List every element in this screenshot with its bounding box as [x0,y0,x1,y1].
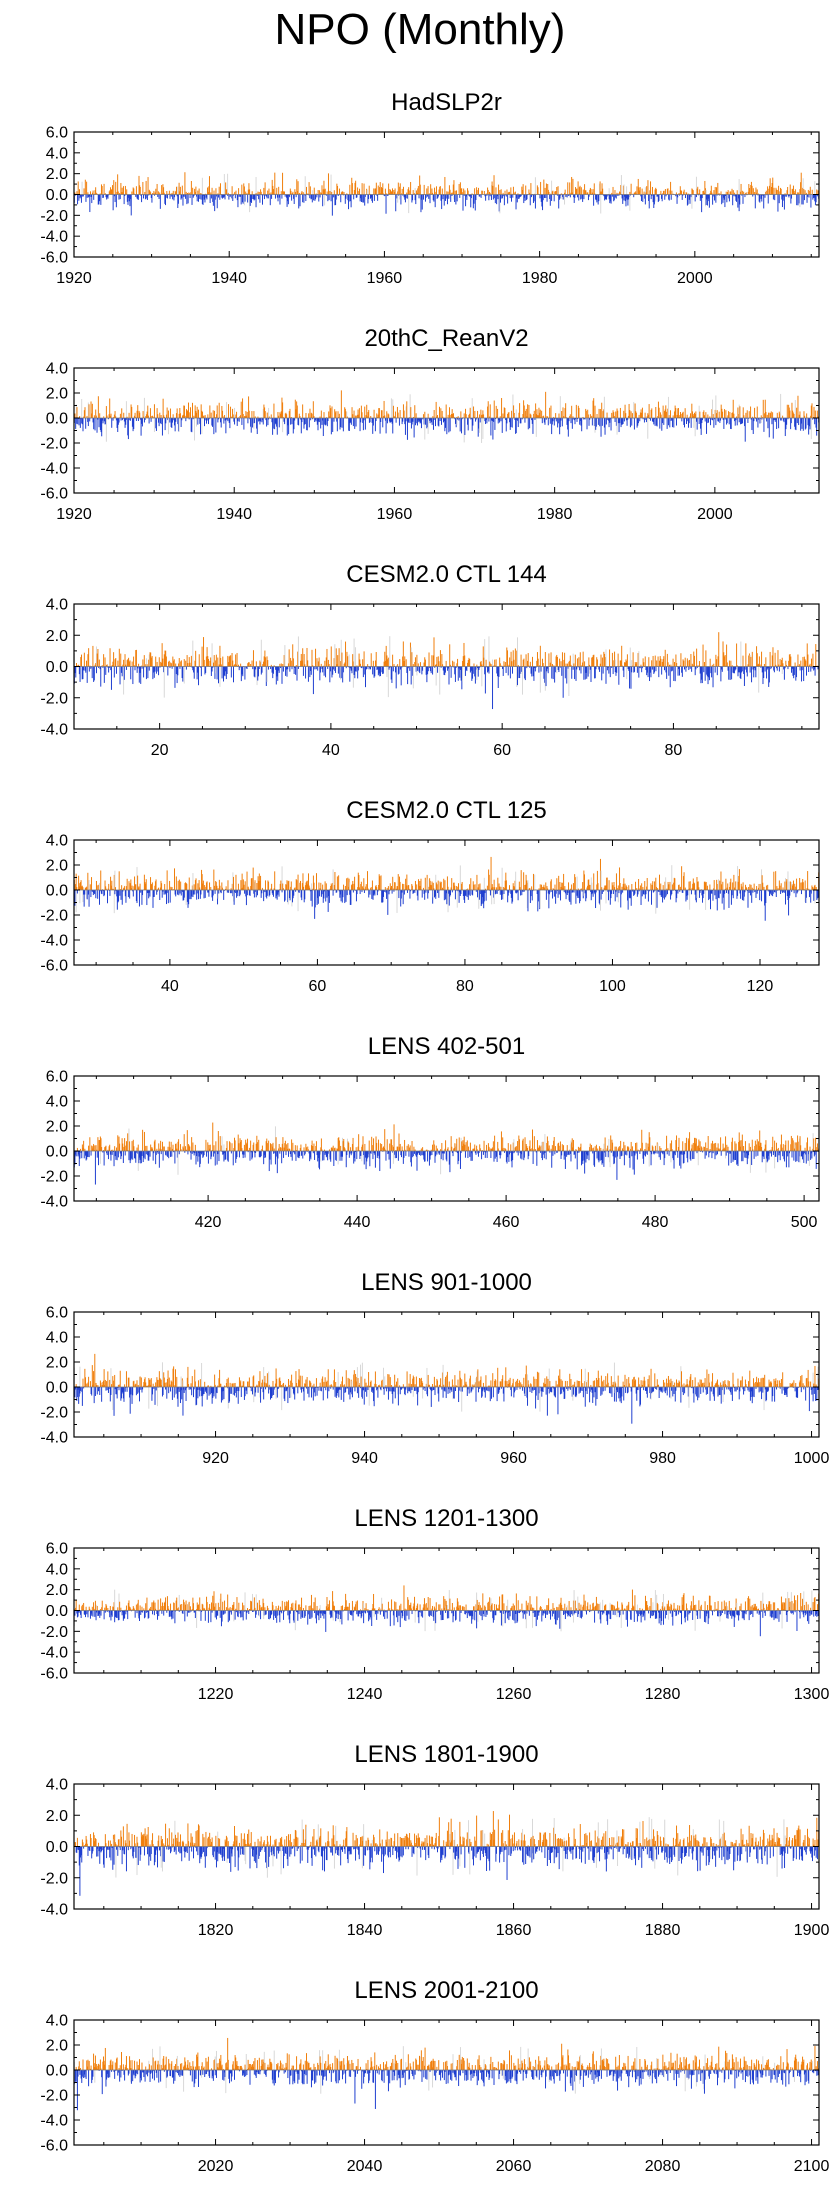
bars [73,632,820,710]
x-tick-label: 80 [665,742,683,759]
y-tick-label: -4.0 [40,461,68,478]
x-tick-label: 1920 [56,506,92,523]
panel-3: CESM2.0 CTL 144 4.0 2.0 0.0 -2.0 -4.0 20 40 60 80 [40,561,820,759]
panel-title: CESM2.0 CTL 144 [346,561,547,588]
y-tick-label: 4.0 [46,597,68,614]
x-tick-label: 1940 [216,506,252,523]
x-tick-label: 1980 [537,506,573,523]
y-tick-label: 2.0 [46,166,68,183]
y-tick-label: 2.0 [46,628,68,645]
y-tick-label: 0.0 [46,883,68,900]
bars [73,172,820,216]
y-tick-label: 2.0 [46,386,68,403]
y-tick-label: -2.0 [40,208,68,225]
x-tick-label: 60 [493,742,511,759]
y-tick-label: 4.0 [46,361,68,378]
y-tick-label: -2.0 [40,908,68,925]
panel-title: HadSLP2r [391,89,502,116]
y-tick-label: 4.0 [46,145,68,162]
y-tick-label: 0.0 [46,659,68,676]
y-tick-label: -2.0 [40,690,68,707]
panel-2: 20thC_ReanV2 4.0 2.0 0.0 -2.0 -4.0 -6.0 1920 194… [40,325,820,523]
panel-title: CESM2.0 CTL 125 [346,797,547,824]
panel-title: 20thC_ReanV2 [364,325,528,352]
y-tick-label: -6.0 [40,486,68,503]
bars [73,856,820,921]
y-tick-label: -6.0 [40,250,68,267]
y-tick-label: -4.0 [40,722,68,739]
x-tick-label: 2000 [677,270,713,287]
x-tick-label: 1940 [211,270,247,287]
figure-title: NPO (Monthly) [274,5,566,54]
y-tick-label: -4.0 [40,229,68,246]
y-tick-label: 0.0 [46,411,68,428]
x-tick-label: 1980 [522,270,558,287]
y-tick-label: -2.0 [40,436,68,453]
x-tick-label: 1960 [367,270,403,287]
x-tick-label: 20 [151,742,169,759]
y-tick-label: 0.0 [46,187,68,204]
x-tick-label: 1960 [377,506,413,523]
y-tick-label: 6.0 [46,125,68,142]
y-tick-label: 2.0 [46,858,68,875]
x-tick-label: 1920 [56,270,92,287]
x-tick-label: 40 [322,742,340,759]
x-tick-label: 2000 [697,506,733,523]
panel-1: HadSLP2r 6.0 4.0 2.0 0.0 -2.0 -4.0 -6.0 1920 1940… [40,89,820,287]
bars [73,390,820,443]
y-tick-label: 4.0 [46,833,68,850]
